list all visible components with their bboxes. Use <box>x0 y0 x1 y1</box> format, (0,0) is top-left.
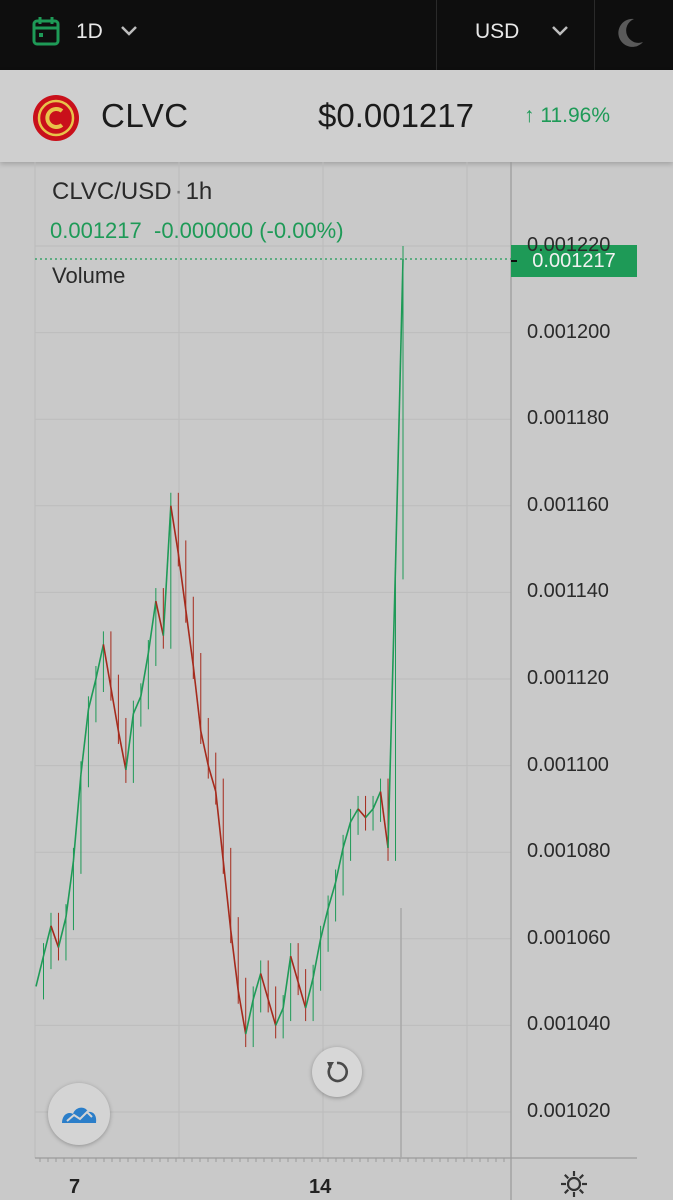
chevron-down-icon <box>121 26 137 36</box>
price-segment <box>379 791 389 848</box>
price-segment <box>274 1007 284 1026</box>
volume-legend: Volume <box>52 263 126 288</box>
price-segment <box>125 713 135 771</box>
price-segment <box>364 808 374 819</box>
coin-logo-icon <box>33 95 79 141</box>
price-segment <box>357 808 367 819</box>
price-segment <box>334 847 344 883</box>
y-tick-label: 0.001200 <box>527 320 611 343</box>
price-segment <box>170 505 180 554</box>
period-selector[interactable]: 1D <box>0 0 437 70</box>
price-segment <box>372 791 382 810</box>
price-segment <box>132 696 142 714</box>
price-segment <box>57 916 67 948</box>
price-segment <box>147 600 157 654</box>
y-tick-label: 0.001100 <box>527 753 609 776</box>
price-change-badge: ↑ 11.96% <box>524 104 610 127</box>
price-segment <box>140 652 150 697</box>
price-segment <box>319 908 329 939</box>
price-segment <box>267 999 277 1026</box>
x-tick-label: 14 <box>309 1176 332 1198</box>
price-segment <box>87 678 97 710</box>
tradingview-icon <box>62 1107 97 1123</box>
price-segment <box>177 553 187 610</box>
price-segment <box>312 938 322 978</box>
last-price-label: 0.001217 <box>511 245 637 277</box>
interval-label: 1h <box>185 178 213 205</box>
refresh-icon <box>327 1061 349 1083</box>
price-segment <box>327 882 337 909</box>
price-segment <box>244 999 254 1035</box>
price-segment <box>80 709 90 775</box>
y-tick-label: 0.001180 <box>527 407 609 430</box>
price-segment <box>162 505 172 636</box>
price-segment <box>102 644 112 688</box>
y-tick-label: 0.001060 <box>527 926 611 949</box>
chevron-down-icon <box>552 26 568 36</box>
price-segment <box>229 930 240 991</box>
price-segment <box>289 955 299 983</box>
coin-symbol: CLVC <box>101 97 189 134</box>
price-segment <box>50 925 60 948</box>
price-segment <box>394 258 404 567</box>
y-tick-label: 0.001220 <box>527 234 611 256</box>
price-segment <box>207 765 217 792</box>
price-segment <box>282 956 292 1009</box>
pair-label: CLVC/USD <box>52 178 172 205</box>
y-tick-label: 0.001020 <box>527 1100 611 1122</box>
price-segment <box>155 600 165 636</box>
tradingview-logo-button[interactable] <box>48 1083 110 1145</box>
calendar-icon <box>32 17 60 46</box>
legend-separator: · <box>174 178 183 205</box>
price-segment <box>35 955 45 987</box>
y-tick-label: 0.001140 <box>527 580 609 603</box>
price-segment <box>349 808 359 823</box>
y-tick-label: 0.001120 <box>527 667 609 689</box>
price-segment <box>192 665 202 732</box>
top-bar: 1D USD <box>0 0 673 70</box>
period-value: 1D <box>76 20 103 43</box>
price-segment <box>95 644 105 680</box>
price-segment <box>387 566 397 848</box>
moon-icon[interactable] <box>614 16 646 50</box>
price-segment <box>237 990 247 1035</box>
price-segment <box>304 977 314 1009</box>
x-tick-label: 7 <box>69 1176 81 1198</box>
price-segment <box>65 860 75 918</box>
coin-price: $0.001217 <box>318 97 474 134</box>
y-tick-label: 0.001040 <box>527 1013 611 1036</box>
y-tick-label: 0.001160 <box>527 493 609 516</box>
currency-value: USD <box>475 20 520 43</box>
price-segment <box>42 925 52 957</box>
price-segment <box>252 973 262 1000</box>
price-segment <box>185 609 195 667</box>
price-segment <box>214 791 225 861</box>
price-segment <box>259 973 269 1000</box>
price-segment <box>222 860 232 931</box>
price-segment <box>342 821 352 849</box>
price-segment <box>297 981 307 1009</box>
reset-chart-button[interactable] <box>312 1047 362 1097</box>
chart-legend-pair: CLVC/USD · 1h <box>52 178 212 206</box>
currency-selector[interactable]: USD <box>437 0 595 70</box>
settings-gear-icon[interactable] <box>560 1170 588 1198</box>
ohlc-change: -0.000000 (-0.00%) <box>154 218 344 243</box>
price-segment <box>110 687 120 732</box>
coin-header: CLVC $0.001217 ↑ 11.96% <box>0 70 673 162</box>
price-segment <box>72 774 82 861</box>
y-tick-label: 0.001080 <box>527 840 611 863</box>
ohlc-value: 0.001217 <box>50 218 142 243</box>
chart-legend-values: 0.001217 -0.000000 (-0.00%) <box>50 218 344 244</box>
price-segment <box>199 730 210 766</box>
price-segment <box>117 730 127 771</box>
